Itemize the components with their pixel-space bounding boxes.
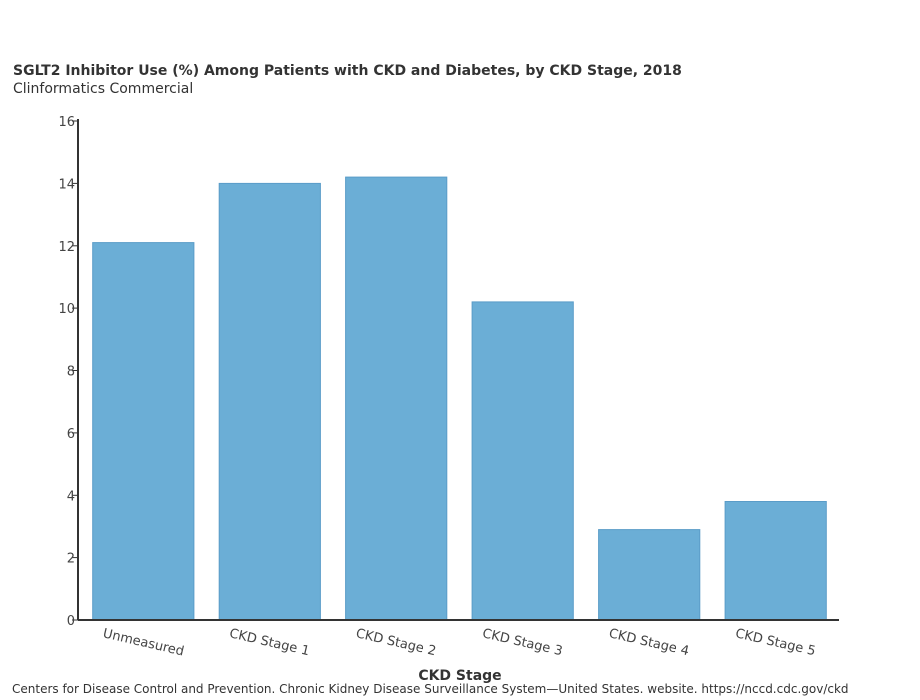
y-tick-label-8: 16 [58, 115, 75, 130]
y-tick-label-5: 10 [58, 302, 75, 317]
bars-group [92, 176, 827, 621]
x-tick-label-5: CKD Stage 5 [734, 626, 817, 659]
bar-2 [345, 176, 448, 621]
y-tick-label-4: 8 [67, 365, 75, 380]
y-tick-label-2: 4 [67, 489, 75, 504]
y-tick-label-6: 12 [58, 240, 75, 255]
x-axis-ticks: Unmeasured CKD Stage 1 CKD Stage 2 CKD Stag… [101, 626, 816, 659]
bar-3 [471, 301, 574, 621]
bar-1 [218, 182, 321, 621]
chart-title: SGLT2 Inhibitor Use (%) Among Patients w… [13, 63, 682, 79]
x-tick-label-1: CKD Stage 1 [228, 626, 311, 659]
bar-5 [724, 501, 827, 621]
x-tick-label-0: Unmeasured [101, 626, 185, 659]
bar-4 [598, 529, 701, 621]
x-tick-label-3: CKD Stage 3 [481, 626, 564, 659]
y-tick-label-0: 0 [67, 614, 75, 629]
y-axis-ticks: 0 2 4 6 8 10 12 14 16 [58, 115, 78, 629]
bar-0 [92, 242, 195, 621]
x-tick-label-4: CKD Stage 4 [607, 626, 690, 659]
source-citation: Centers for Disease Control and Preventi… [12, 682, 849, 696]
x-tick-label-2: CKD Stage 2 [354, 626, 437, 659]
y-tick-label-3: 6 [67, 427, 75, 442]
y-tick-label-7: 14 [58, 177, 75, 192]
chart-subtitle: Clinformatics Commercial [13, 81, 194, 97]
y-tick-label-1: 2 [67, 552, 75, 567]
x-axis-label: CKD Stage [418, 668, 501, 684]
